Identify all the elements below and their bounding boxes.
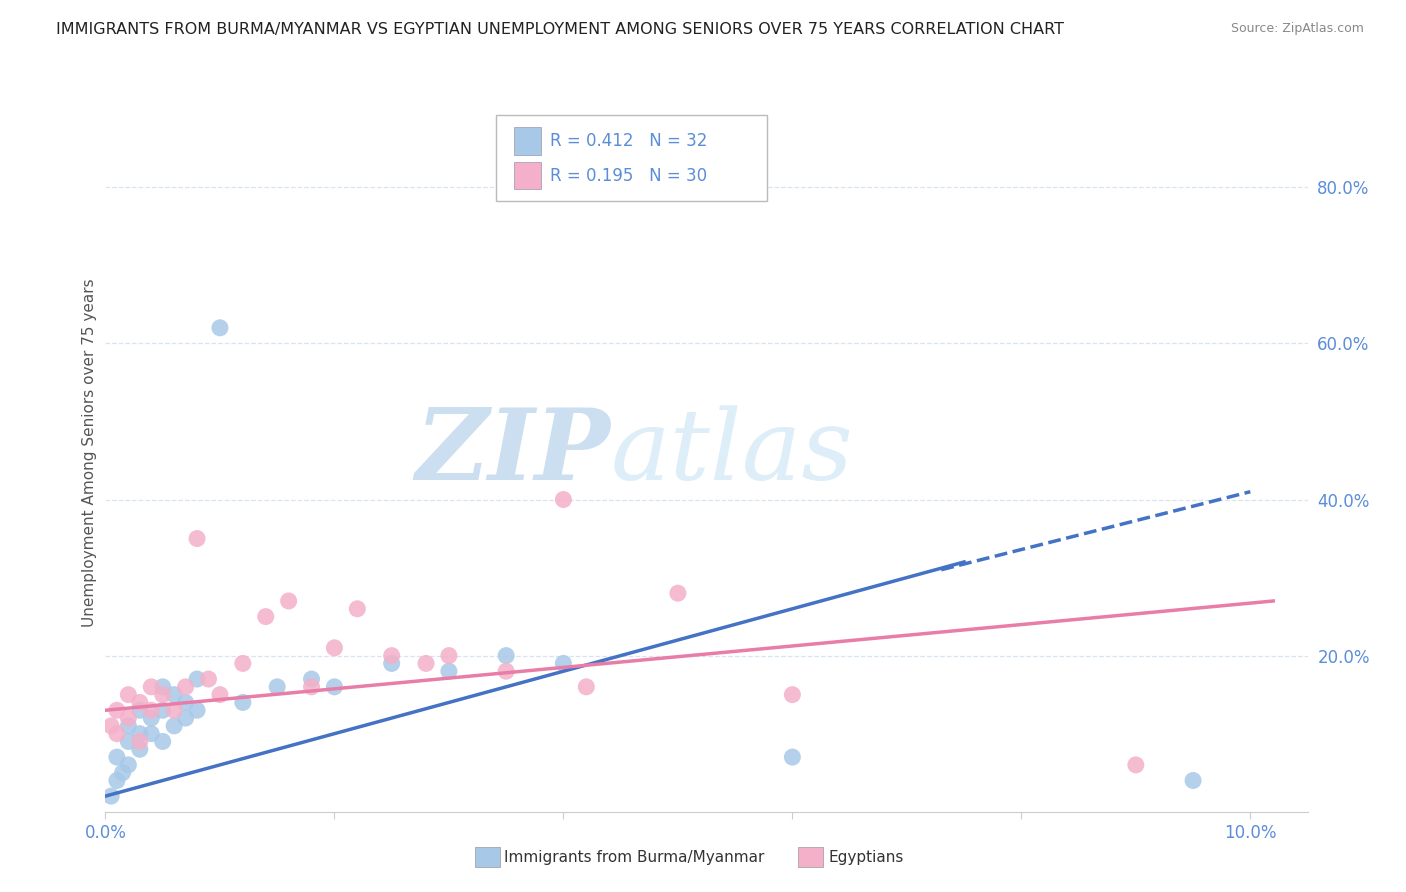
Point bbox=[323, 680, 346, 694]
Point bbox=[117, 711, 139, 725]
Point bbox=[105, 703, 128, 717]
Point bbox=[141, 711, 163, 725]
Point bbox=[141, 703, 163, 717]
Point bbox=[163, 719, 186, 733]
Point bbox=[174, 711, 197, 725]
Text: IMMIGRANTS FROM BURMA/MYANMAR VS EGYPTIAN UNEMPLOYMENT AMONG SENIORS OVER 75 YEA: IMMIGRANTS FROM BURMA/MYANMAR VS EGYPTIA… bbox=[56, 22, 1064, 37]
Point bbox=[208, 321, 231, 335]
Point bbox=[197, 672, 219, 686]
Point bbox=[1182, 773, 1205, 788]
Point bbox=[174, 696, 197, 710]
Point bbox=[1125, 758, 1147, 772]
Point bbox=[152, 688, 174, 702]
Point bbox=[553, 492, 575, 507]
FancyBboxPatch shape bbox=[515, 128, 541, 154]
Point bbox=[346, 601, 368, 615]
Text: atlas: atlas bbox=[610, 405, 853, 500]
Point bbox=[437, 664, 460, 679]
Point bbox=[128, 742, 150, 756]
Point bbox=[117, 688, 139, 702]
Point bbox=[128, 734, 150, 748]
Point bbox=[128, 696, 150, 710]
Point bbox=[152, 680, 174, 694]
Point bbox=[117, 734, 139, 748]
Text: Immigrants from Burma/Myanmar: Immigrants from Burma/Myanmar bbox=[503, 850, 765, 864]
Point bbox=[575, 680, 598, 694]
Point bbox=[266, 680, 288, 694]
FancyBboxPatch shape bbox=[496, 115, 766, 202]
Point bbox=[782, 688, 804, 702]
Point bbox=[437, 648, 460, 663]
Point bbox=[666, 586, 689, 600]
FancyBboxPatch shape bbox=[515, 161, 541, 189]
Point bbox=[174, 680, 197, 694]
Point bbox=[301, 672, 323, 686]
Point bbox=[117, 719, 139, 733]
Point bbox=[495, 664, 517, 679]
Point bbox=[381, 657, 404, 671]
Text: R = 0.195   N = 30: R = 0.195 N = 30 bbox=[550, 167, 707, 185]
Point bbox=[111, 765, 134, 780]
Point bbox=[105, 750, 128, 764]
Point bbox=[323, 640, 346, 655]
Text: Source: ZipAtlas.com: Source: ZipAtlas.com bbox=[1230, 22, 1364, 36]
Point bbox=[163, 703, 186, 717]
Point bbox=[141, 680, 163, 694]
Point bbox=[301, 680, 323, 694]
Point bbox=[152, 734, 174, 748]
Point bbox=[254, 609, 277, 624]
Point bbox=[186, 672, 208, 686]
Point bbox=[152, 703, 174, 717]
Point bbox=[277, 594, 299, 608]
Point bbox=[381, 648, 404, 663]
Point bbox=[495, 648, 517, 663]
Point bbox=[782, 750, 804, 764]
Point bbox=[232, 657, 254, 671]
Point bbox=[163, 688, 186, 702]
Point bbox=[117, 758, 139, 772]
Point bbox=[415, 657, 437, 671]
Point bbox=[105, 773, 128, 788]
Point bbox=[128, 726, 150, 740]
Text: Egyptians: Egyptians bbox=[828, 850, 904, 864]
Point bbox=[100, 789, 122, 803]
Y-axis label: Unemployment Among Seniors over 75 years: Unemployment Among Seniors over 75 years bbox=[82, 278, 97, 627]
Point bbox=[553, 657, 575, 671]
Point bbox=[105, 726, 128, 740]
Text: ZIP: ZIP bbox=[415, 404, 610, 501]
Text: R = 0.412   N = 32: R = 0.412 N = 32 bbox=[550, 132, 707, 150]
Point bbox=[141, 726, 163, 740]
Point bbox=[208, 688, 231, 702]
Point bbox=[100, 719, 122, 733]
Point bbox=[186, 532, 208, 546]
Point bbox=[186, 703, 208, 717]
Point bbox=[232, 696, 254, 710]
Point bbox=[128, 703, 150, 717]
